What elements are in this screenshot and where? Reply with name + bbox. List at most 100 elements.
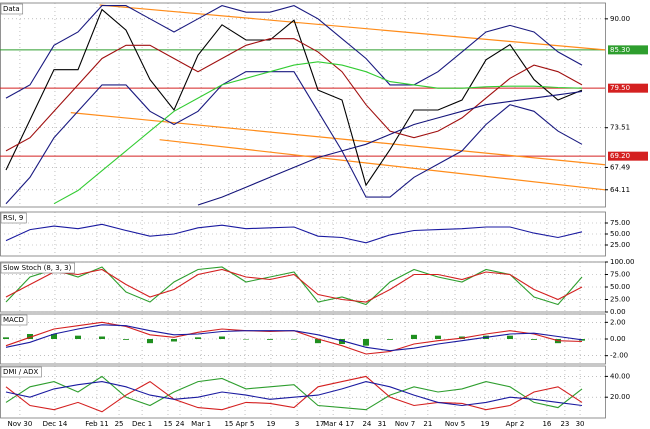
y-tick-label: 0.00 [610,308,626,316]
histogram-bar [386,339,393,340]
x-tick-label: Feb 11 [85,420,109,428]
x-tick-label: 25 [115,420,124,428]
series-line [5,268,583,303]
histogram-bar [50,334,57,339]
series-line [197,90,583,206]
x-tick-label: Mar 1 [191,420,211,428]
trend-line [99,4,606,51]
x-tick-label: 21 [423,420,432,428]
y-tick-label: 73.51 [610,124,630,132]
histogram-bar [266,339,273,340]
histogram-bar [290,339,297,340]
panel-title-box [0,262,75,274]
panel-title-box [0,366,42,378]
x-tick-label: 19 [266,420,275,428]
x-tick-label: 3 [295,420,299,428]
x-tick-label: 24 [176,420,185,428]
x-tick-label: 15 [224,420,233,428]
panel-title: Slow Stoch (8, 3, 3) [3,264,72,272]
histogram-bar [2,337,9,339]
series-line [5,38,583,152]
series-line [5,324,583,352]
y-tick-label: 25.00 [610,296,630,304]
panel-title: RSI, 9 [3,214,23,222]
x-tick-label: Dec 14 [43,420,68,428]
y-tick-label: -2.00 [610,352,628,360]
panel-frame [0,2,606,208]
histogram-bar [26,334,33,339]
histogram-bar [434,335,441,339]
x-tick-label: Nov 7 [395,420,415,428]
y-tick-label: 100.00 [610,258,635,266]
x-tick-label: 23 [560,420,569,428]
y-tick-label: 25.00 [610,241,630,249]
series-line [5,71,583,205]
y-tick-label: 75.00 [610,271,630,279]
x-tick-label: Nov 5 [445,420,465,428]
y-tick-label: 40.00 [610,372,630,380]
y-tick-label: 20.00 [610,393,630,401]
panel-title-box [0,212,27,224]
panel-title-box [0,3,24,15]
y-tick-label: 50.00 [610,283,630,291]
panel-title: Data [3,5,20,13]
level-box [608,151,648,161]
x-tick-label: 15 [164,420,173,428]
histogram-bar [122,339,129,340]
histogram-bar [338,339,345,344]
series-line [5,381,583,407]
level-box [608,83,648,93]
panel-title: DMI / ADX [3,368,38,376]
histogram-bar [410,334,417,339]
x-tick-label: 19 [481,420,490,428]
x-tick-label: Nov 30 [8,420,33,428]
trend-line [70,111,606,166]
series-line [5,375,583,411]
histogram-bar [170,339,177,342]
x-tick-label: Dec 1 [132,420,152,428]
y-tick-label: 90.00 [610,15,630,23]
y-tick-label: 67.49 [610,163,630,171]
x-tick-label: 16 [542,420,551,428]
histogram-bar [194,337,201,339]
trend-line [159,139,606,191]
y-tick-label: 75.00 [610,219,630,227]
histogram-bar [530,339,537,340]
level-label: 79.50 [610,84,630,92]
x-tick-label: Mar 4 [323,420,343,428]
series-line [5,375,583,413]
histogram-bar [74,335,81,339]
histogram-bar [242,339,249,340]
panel-frame [0,365,606,419]
series-line [5,223,583,244]
histogram-bar [146,339,153,344]
histogram-bar [314,339,321,344]
histogram-bar [362,339,369,346]
x-tick-label: Apr 5 [236,420,255,428]
series-line [5,5,583,99]
panel-title: MACD [3,316,24,324]
y-tick-label: 0.00 [610,335,626,343]
x-tick-label: Apr 2 [506,420,525,428]
level-box [608,45,648,55]
level-label: 85.30 [610,46,630,54]
x-tick-label: 31 [378,420,387,428]
y-tick-label: 2.00 [610,318,626,326]
histogram-bar [506,335,513,339]
x-tick-label: 24 [362,420,371,428]
level-label: 69.20 [610,152,630,160]
x-tick-label: 30 [576,420,585,428]
histogram-bar [98,336,105,339]
y-tick-label: 64.11 [610,186,630,194]
y-tick-label: 50.00 [610,230,630,238]
series-line [5,266,583,306]
series-line [5,8,583,187]
x-tick-label: 17 [315,420,324,428]
panel-title-box [0,314,28,326]
x-tick-label: 17 [345,420,354,428]
histogram-bar [218,336,225,339]
series-line [53,61,583,205]
